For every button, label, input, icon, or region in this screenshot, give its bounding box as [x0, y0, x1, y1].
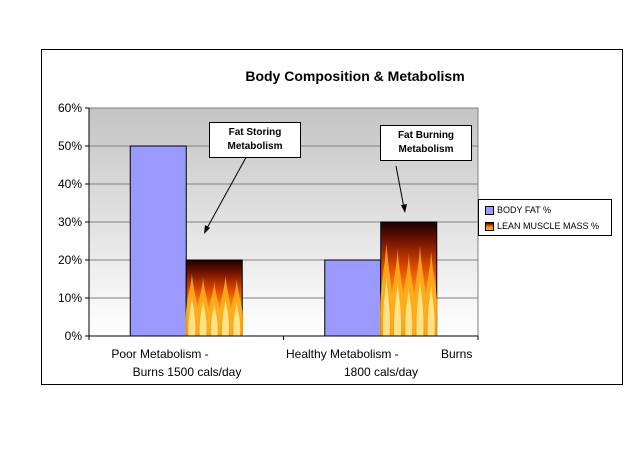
y-tick-label: 30% — [58, 215, 82, 229]
bar-body-fat-0 — [129, 145, 187, 337]
ticks-layer: 0% 10% 20% 30% 40% 50% 60% — [58, 101, 479, 343]
flame-core — [382, 276, 390, 336]
legend-label-body-fat: BODY FAT % — [497, 205, 552, 215]
x-category-label-line: Healthy Metabolism - — [286, 347, 399, 361]
flame-core — [416, 279, 424, 336]
annotation-fat-burning: Fat Burning Metabolism — [380, 125, 472, 161]
bar-rect — [129, 145, 187, 337]
legend-swatch-body-fat — [485, 205, 494, 215]
flame-core — [210, 303, 218, 336]
legend-label-lean-muscle: LEAN MUSCLE MASS % — [497, 221, 600, 231]
annotation-fat-burning-line1: Fat Burning — [397, 130, 455, 141]
legend-item-lean-muscle: LEAN MUSCLE MASS % — [485, 221, 599, 231]
chart-title: Body Composition & Metabolism — [245, 68, 464, 84]
bar-lean-muscle-1 — [379, 221, 438, 337]
flame-core — [427, 284, 435, 336]
flame-core — [188, 296, 196, 336]
bars-layer — [129, 145, 438, 337]
flame-core — [394, 282, 402, 336]
x-category-label-line: 1800 cals/day — [344, 365, 418, 379]
annotation-fat-burning-line2: Metabolism — [398, 144, 454, 155]
flame-core — [199, 300, 207, 336]
bar-rect — [324, 259, 382, 337]
y-tick-label: 50% — [58, 139, 82, 153]
x-category-label-1: Healthy Metabolism - Burns 1800 cals/day — [286, 347, 472, 379]
flame-core — [233, 301, 241, 336]
annotation-arrow-fat-storing — [205, 151, 250, 231]
annotation-arrowhead-fat-storing — [204, 225, 210, 234]
annotation-arrow-fat-burning — [395, 165, 405, 209]
y-tick-label: 20% — [58, 253, 82, 267]
y-tick-label: 0% — [65, 329, 83, 343]
legend-item-body-fat: BODY FAT % — [485, 205, 551, 215]
annotation-fat-storing-line2: Metabolism — [227, 141, 283, 152]
annotation-fat-storing-line1: Fat Storing — [228, 127, 282, 138]
y-tick-label: 10% — [58, 291, 82, 305]
x-category-label-line: Poor Metabolism - — [111, 347, 208, 361]
legend-swatch-lean-muscle — [485, 221, 494, 231]
flame-core — [405, 287, 413, 336]
legend: BODY FAT % LEAN MUSCLE MASS % — [478, 199, 612, 236]
y-tick-label: 40% — [58, 177, 82, 191]
x-category-label-line: Burns — [441, 347, 472, 361]
annotation-arrowhead-fat-burning — [401, 204, 407, 213]
annotation-fat-storing: Fat Storing Metabolism — [209, 122, 301, 158]
y-tick-label: 60% — [58, 101, 82, 115]
category-labels: Poor Metabolism - Burns 1500 cals/day Heal… — [111, 347, 472, 379]
bar-body-fat-1 — [324, 259, 382, 337]
flame-core — [222, 298, 230, 336]
x-category-label-0: Poor Metabolism - Burns 1500 cals/day — [111, 347, 241, 379]
bar-lean-muscle-0 — [185, 259, 244, 337]
x-category-label-line: Burns 1500 cals/day — [133, 365, 242, 379]
